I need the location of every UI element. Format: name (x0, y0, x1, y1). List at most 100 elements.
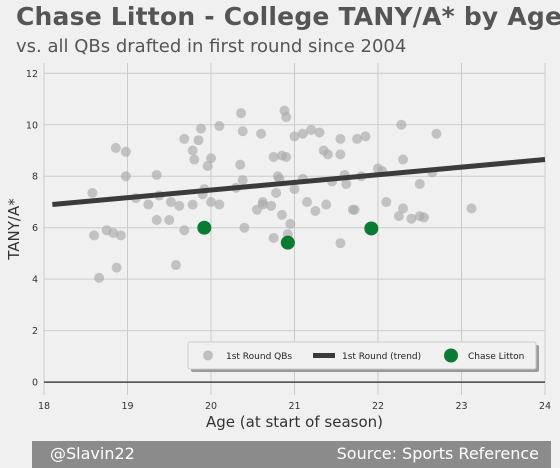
qb-point (352, 133, 363, 144)
chart-title: Chase Litton - College TANY/A* by Age (16, 2, 560, 31)
y-tick-label: 8 (32, 172, 38, 183)
y-tick-label: 12 (26, 69, 38, 80)
qb-point (335, 149, 346, 160)
qb-point (414, 178, 425, 189)
x-tick-label: 23 (455, 401, 467, 412)
qb-point (268, 233, 279, 244)
qb-point (170, 260, 181, 271)
qb-point (289, 184, 300, 195)
qb-point (310, 205, 321, 216)
x-tick-label: 24 (539, 401, 551, 412)
x-tick-label: 22 (372, 401, 384, 412)
qb-point (393, 211, 404, 222)
qb-point (187, 199, 198, 210)
qb-point (239, 222, 250, 233)
qb-point (285, 218, 296, 229)
qb-point (237, 126, 248, 137)
qb-point (302, 196, 313, 207)
legend: 1st Round QBs 1st Round (trend) Chase Litt… (187, 341, 539, 372)
qb-point (206, 153, 216, 164)
qb-point (381, 196, 392, 207)
qb-point (306, 124, 317, 135)
qb-point (276, 209, 287, 220)
legend-label-qbs: 1st Round QBs (226, 352, 292, 362)
qb-point (406, 213, 417, 224)
qb-point (151, 169, 162, 180)
qb-point (335, 238, 346, 249)
qb-point (289, 131, 300, 142)
qb-point (360, 131, 371, 142)
qb-point (120, 146, 131, 157)
qb-point (94, 272, 105, 283)
chart-subtitle: vs. all QBs drafted in first round since… (16, 36, 407, 57)
legend-marker-qbs (203, 350, 213, 361)
qb-point (236, 108, 247, 119)
qb-point (431, 128, 442, 139)
legend-label-trend: 1st Round (trend) (342, 352, 421, 362)
y-tick-label: 0 (32, 378, 38, 389)
qb-point (418, 212, 429, 223)
legend-marker-litton (444, 348, 458, 363)
qb-point (202, 160, 213, 171)
y-axis-title: TANY/A* (5, 198, 23, 261)
y-tick-label: 4 (32, 275, 38, 286)
qb-point (179, 133, 190, 144)
qb-point (115, 230, 126, 241)
qb-point (187, 145, 198, 156)
qb-point (314, 127, 325, 138)
litton-point (280, 235, 295, 250)
x-axis-title: Age (at start of season) (206, 413, 383, 431)
qb-point (164, 214, 175, 225)
y-tick-label: 6 (32, 223, 38, 234)
trend-line (52, 157, 546, 208)
qb-point (341, 178, 352, 189)
qb-point (87, 187, 98, 198)
qb-point (281, 151, 292, 162)
x-tick-label: 19 (121, 401, 133, 412)
legend-box (187, 341, 537, 370)
qb-point (165, 196, 176, 207)
qb-point (257, 199, 268, 210)
qb-point (111, 262, 122, 273)
qb-point (206, 196, 216, 207)
qb-point (235, 159, 246, 170)
qb-point (398, 203, 409, 214)
qb-point (214, 121, 225, 132)
qb-point (349, 204, 360, 215)
qb-point (271, 187, 282, 198)
qb-point (398, 154, 409, 165)
legend-label-litton: Chase Litton (468, 352, 524, 362)
y-tick-label: 2 (32, 326, 38, 337)
qb-point (322, 149, 333, 160)
qb-point (321, 199, 332, 210)
qb-point (266, 200, 277, 211)
footer-author: @Slavin22 (50, 444, 135, 463)
qb-point (108, 227, 119, 238)
qb-point (466, 203, 477, 214)
y-tick-label: 10 (26, 120, 38, 131)
qb-point (189, 154, 200, 165)
x-tick-label: 20 (205, 401, 217, 412)
qb-point (110, 142, 121, 153)
qb-point (143, 199, 154, 210)
qb-point (89, 230, 100, 241)
qb-point (396, 119, 407, 130)
qb-point (297, 128, 308, 139)
qb-point (256, 128, 267, 139)
litton-point (197, 220, 212, 235)
qb-point (195, 123, 206, 134)
qb-point (179, 225, 190, 236)
x-tick-label: 18 (38, 401, 50, 412)
litton-point (364, 221, 379, 236)
qb-point (237, 175, 248, 186)
footer-source: Source: Sports Reference (336, 444, 539, 463)
footer-bar: @Slavin22 Source: Sports Reference (32, 441, 551, 468)
qb-point (174, 200, 185, 211)
qb-point (268, 151, 279, 162)
qb-point (335, 133, 346, 144)
x-tick-label: 21 (288, 401, 300, 412)
qb-point (214, 199, 225, 210)
qb-point (193, 135, 204, 146)
qb-point (281, 112, 292, 123)
